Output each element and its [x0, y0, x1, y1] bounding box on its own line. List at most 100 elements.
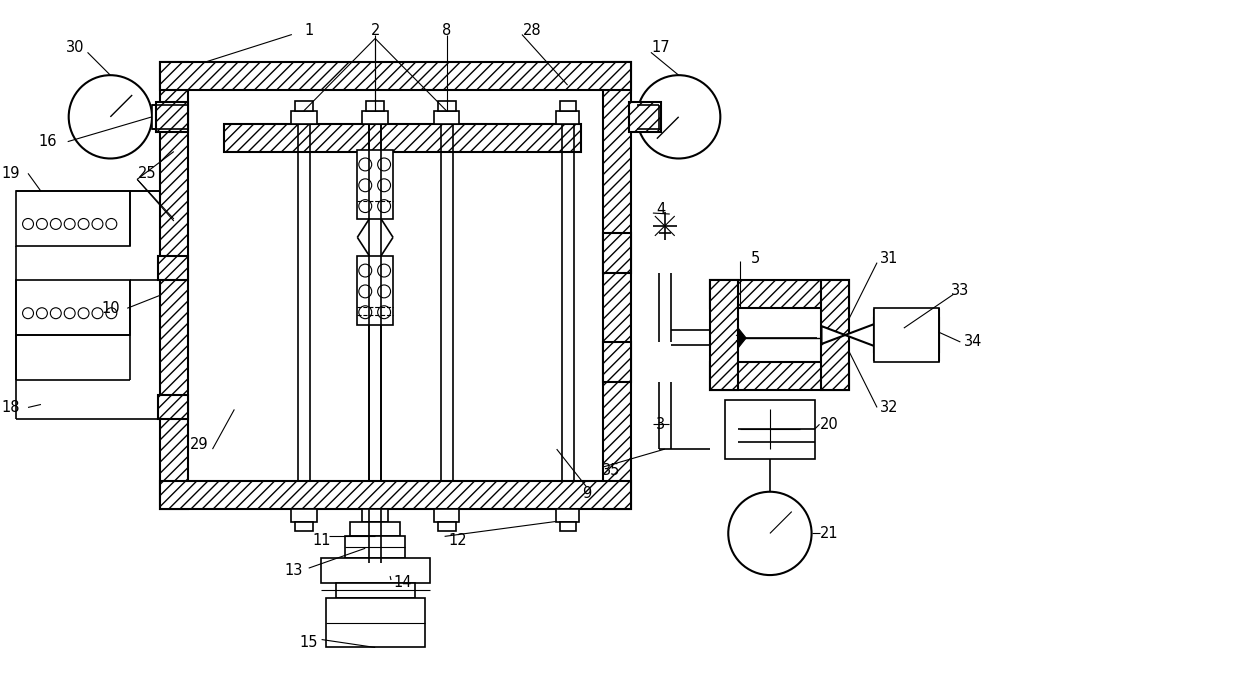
Bar	[555, 509, 580, 522]
Bar	[873, 310, 938, 352]
Circle shape	[729, 492, 812, 575]
Circle shape	[378, 200, 390, 213]
Circle shape	[359, 200, 372, 213]
Polygon shape	[821, 324, 873, 346]
Circle shape	[378, 285, 390, 298]
Text: 2: 2	[370, 23, 380, 38]
Bar	[603, 233, 631, 273]
Circle shape	[68, 75, 152, 158]
Bar	[16, 280, 130, 335]
Text: 19: 19	[2, 166, 20, 181]
Circle shape	[378, 264, 390, 277]
Text: 14: 14	[394, 575, 413, 590]
Bar	[357, 150, 393, 219]
Text: 21: 21	[820, 526, 839, 541]
Bar	[326, 598, 425, 647]
Circle shape	[36, 218, 47, 229]
Bar	[291, 509, 317, 522]
Circle shape	[51, 218, 61, 229]
Text: 32: 32	[880, 400, 898, 415]
Text: 29: 29	[191, 437, 209, 452]
Text: 9: 9	[582, 486, 591, 501]
Circle shape	[359, 285, 372, 298]
Text: 15: 15	[300, 635, 318, 650]
Text: 34: 34	[964, 335, 983, 350]
Bar	[362, 509, 388, 522]
Text: 28: 28	[523, 23, 541, 38]
Bar	[821, 280, 849, 390]
Bar	[321, 558, 430, 583]
Bar	[291, 111, 317, 124]
Bar	[152, 105, 188, 129]
Bar	[555, 111, 580, 124]
Polygon shape	[738, 328, 746, 348]
Text: 18: 18	[2, 400, 20, 415]
Bar	[560, 101, 576, 111]
Text: 20: 20	[820, 417, 839, 432]
Bar	[160, 63, 631, 90]
Bar	[156, 102, 188, 132]
Text: 8: 8	[442, 23, 451, 38]
Text: 25: 25	[138, 166, 156, 181]
Circle shape	[637, 75, 720, 158]
Circle shape	[378, 158, 390, 171]
Text: 16: 16	[38, 134, 57, 149]
Text: 13: 13	[285, 562, 304, 577]
Bar	[351, 522, 400, 537]
Bar	[725, 400, 814, 459]
Circle shape	[64, 218, 76, 229]
Text: 1: 1	[304, 23, 313, 38]
Circle shape	[378, 179, 390, 192]
Bar	[160, 481, 631, 509]
Circle shape	[359, 264, 372, 277]
Bar	[295, 522, 312, 532]
Circle shape	[105, 308, 116, 319]
Bar	[336, 583, 415, 598]
Bar	[434, 111, 460, 124]
Bar	[224, 124, 581, 152]
Bar	[603, 63, 631, 509]
Bar	[437, 522, 456, 532]
Bar	[367, 101, 384, 111]
Circle shape	[78, 308, 89, 319]
Bar	[16, 191, 130, 245]
Circle shape	[36, 308, 47, 319]
Bar	[367, 522, 384, 532]
Circle shape	[51, 308, 61, 319]
Bar	[157, 256, 188, 280]
Bar	[362, 111, 388, 124]
Bar	[710, 362, 849, 390]
Circle shape	[64, 308, 76, 319]
Bar	[346, 537, 405, 558]
Circle shape	[359, 179, 372, 192]
Text: 30: 30	[67, 40, 85, 55]
Circle shape	[105, 218, 116, 229]
Text: 17: 17	[652, 40, 670, 55]
Text: 12: 12	[449, 533, 467, 548]
Text: 31: 31	[880, 251, 898, 266]
Text: 3: 3	[657, 417, 665, 432]
Bar	[873, 308, 938, 362]
Circle shape	[378, 306, 390, 319]
Bar	[710, 280, 849, 308]
Text: 33: 33	[952, 283, 969, 298]
Bar	[437, 101, 456, 111]
Circle shape	[22, 308, 33, 319]
Bar	[560, 522, 576, 532]
Text: 5: 5	[751, 251, 760, 266]
Circle shape	[92, 308, 103, 319]
Text: 11: 11	[312, 533, 331, 548]
Bar	[873, 318, 938, 360]
Circle shape	[359, 158, 372, 171]
Circle shape	[78, 218, 89, 229]
Text: 35: 35	[602, 464, 621, 479]
Bar	[160, 63, 188, 509]
Bar	[710, 280, 738, 390]
Bar	[629, 102, 660, 132]
Circle shape	[92, 218, 103, 229]
Bar	[357, 256, 393, 325]
Bar	[434, 509, 460, 522]
Circle shape	[22, 218, 33, 229]
Text: 4: 4	[657, 201, 665, 216]
Text: 10: 10	[102, 301, 120, 316]
